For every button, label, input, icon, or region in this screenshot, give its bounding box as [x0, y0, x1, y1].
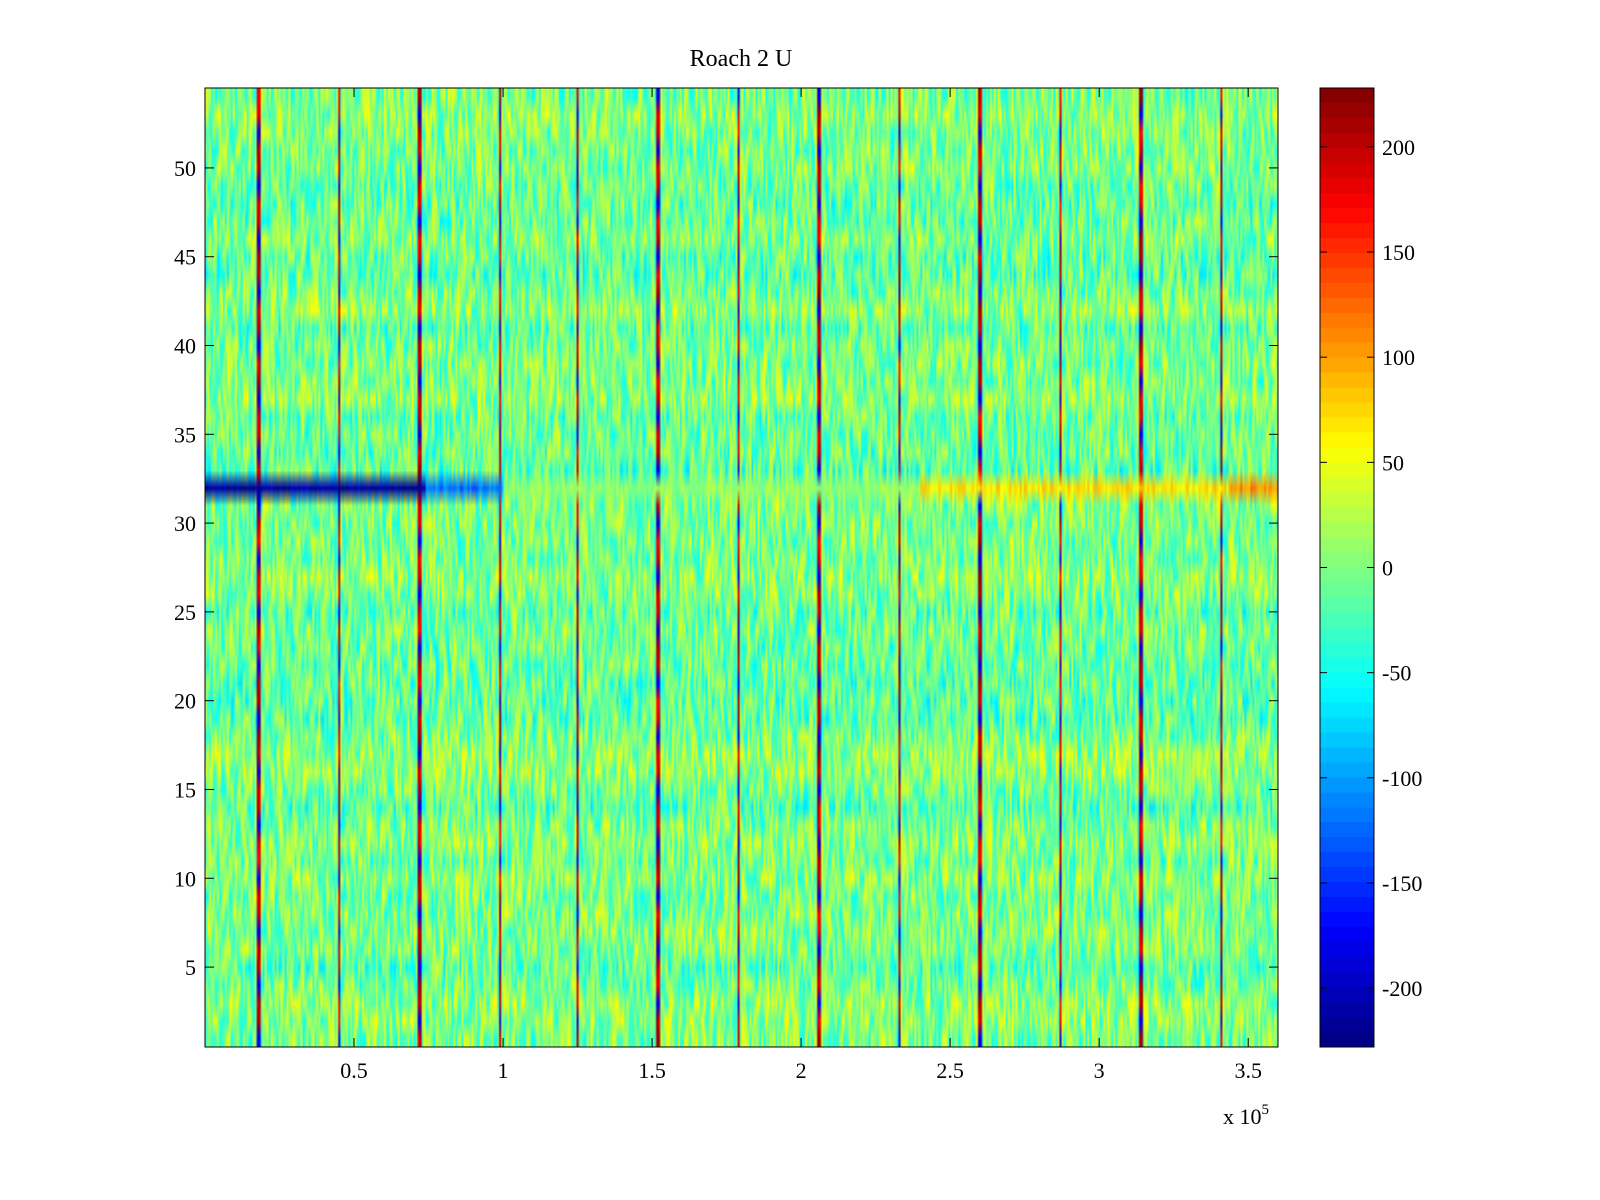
x-exponent-power: 5: [1262, 1102, 1270, 1118]
x-exponent-base: x 10: [1223, 1104, 1262, 1129]
colorbar-tick-label: -50: [1382, 661, 1411, 686]
y-tick-label: 10: [174, 866, 196, 891]
chart-title: Roach 2 U: [690, 46, 793, 72]
y-tick-label: 40: [174, 334, 196, 359]
colorbar-tick-label: -200: [1382, 976, 1422, 1001]
heatmap-plot-area: [204, 87, 1279, 1048]
colorbar-gradient: [1320, 88, 1374, 1047]
colorbar-tick-label: -100: [1382, 766, 1422, 791]
colorbar-tick-label: -150: [1382, 871, 1422, 896]
y-tick-label: 20: [174, 689, 196, 714]
heatmap-image: [205, 88, 1278, 1047]
x-tick-label: 3: [1094, 1058, 1105, 1083]
x-tick-label: 2: [796, 1058, 807, 1083]
y-tick-label: 50: [174, 156, 196, 181]
y-tick-label: 45: [174, 245, 196, 270]
x-tick-label: 2.5: [936, 1058, 964, 1083]
y-tick-label: 15: [174, 777, 196, 802]
colorbar-ticks: -200 -150 -100 -50 0 50 100 150 200: [1320, 135, 1422, 1001]
x-tick-label: 3.5: [1234, 1058, 1262, 1083]
colorbar: -200 -150 -100 -50 0 50 100 150 200: [1319, 87, 1422, 1048]
colorbar-tick-label: 50: [1382, 450, 1404, 475]
y-tick-label: 25: [174, 600, 196, 625]
plot-frame: [204, 87, 1279, 1048]
colorbar-tick-label: 200: [1382, 135, 1415, 160]
colorbar-tick-label: 150: [1382, 240, 1415, 265]
x-tick-label: 0.5: [340, 1058, 368, 1083]
x-tick-label: 1: [498, 1058, 509, 1083]
colorbar-tick-label: 100: [1382, 345, 1415, 370]
y-tick-label: 5: [185, 955, 196, 980]
y-tick-label: 30: [174, 511, 196, 536]
x-axis: 0.5 1 1.5 2 2.5 3 3.5: [340, 88, 1262, 1083]
y-axis: 5 10 15 20 25 30 35 40 45 50: [174, 156, 1278, 980]
colorbar-tick-label: 0: [1382, 556, 1393, 581]
x-tick-label: 1.5: [638, 1058, 666, 1083]
x-exponent-label: x 105: [1223, 1102, 1269, 1129]
y-tick-label: 35: [174, 422, 196, 447]
